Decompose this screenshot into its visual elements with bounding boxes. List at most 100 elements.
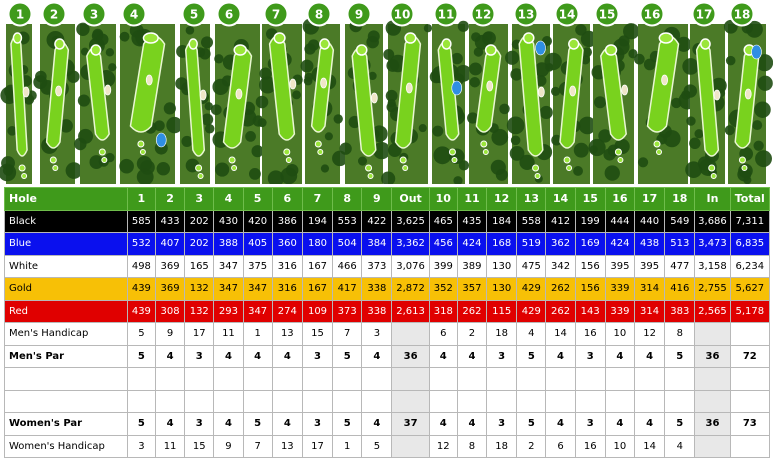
score-cell: 5 xyxy=(516,412,547,436)
hole-badge[interactable] xyxy=(41,1,67,27)
score-cell xyxy=(516,367,547,391)
hole-badge[interactable] xyxy=(470,1,496,27)
hole-map-12[interactable]: 12 xyxy=(467,1,510,185)
score-cell: 386 xyxy=(271,209,303,233)
score-cell xyxy=(456,389,488,413)
score-cell: 3 xyxy=(486,412,518,436)
hole-badge[interactable] xyxy=(513,1,539,27)
score-cell: 3 xyxy=(361,322,393,346)
score-cell: 4 xyxy=(361,412,393,436)
hole-badge[interactable] xyxy=(81,1,107,27)
hole-number-6: 6 xyxy=(225,8,233,22)
header-cell: 5 xyxy=(242,187,273,211)
score-cell: 465 xyxy=(428,209,458,233)
hole-number-3: 3 xyxy=(90,8,98,22)
hole-map-8[interactable]: 8 xyxy=(300,1,348,185)
score-cell: 389 xyxy=(456,254,488,278)
hole-badge[interactable] xyxy=(7,1,33,27)
hole-number-7: 7 xyxy=(272,8,280,22)
score-cell: 314 xyxy=(633,277,666,301)
score-cell: 3,625 xyxy=(391,209,430,233)
header-cell: In xyxy=(694,187,731,211)
score-cell: 6,234 xyxy=(729,254,771,278)
score-cell: 388 xyxy=(213,232,244,256)
score-cell xyxy=(332,367,363,391)
hole-number-2: 2 xyxy=(50,8,58,22)
score-cell: 504 xyxy=(332,232,363,256)
hole-map-18[interactable]: 18 xyxy=(723,1,773,185)
hole-badge[interactable] xyxy=(216,1,242,27)
score-cell xyxy=(664,389,696,413)
score-cell xyxy=(729,322,771,346)
score-cell: 399 xyxy=(428,254,458,278)
hole-badge[interactable] xyxy=(729,1,755,27)
hole-number-13: 13 xyxy=(518,8,535,22)
hole-map-7[interactable]: 7 xyxy=(255,1,303,185)
score-cell: 4 xyxy=(664,434,696,458)
hole-number-1: 1 xyxy=(16,8,24,22)
hole-badge[interactable] xyxy=(691,1,717,27)
score-cell xyxy=(729,367,771,391)
score-cell: 202 xyxy=(184,232,215,256)
scorecard-row-wpar: Women's Par 5 4 3 4 5 4 3 5 4 37 4 4 3 5 4 3 4 4 5 36 73 xyxy=(4,412,771,436)
score-cell: 199 xyxy=(574,209,606,233)
hole-badge[interactable] xyxy=(263,1,289,27)
hole-map-2[interactable]: 2 xyxy=(33,1,83,185)
score-cell xyxy=(729,389,771,413)
score-cell: 4 xyxy=(361,344,393,368)
row-label: Red xyxy=(4,299,128,323)
score-cell: 477 xyxy=(664,254,696,278)
hole-map-16[interactable]: 16 xyxy=(633,1,697,185)
score-cell: 115 xyxy=(486,299,518,323)
hole-map-4[interactable]: 4 xyxy=(119,1,183,185)
score-cell: 369 xyxy=(154,254,186,278)
score-cell: 3 xyxy=(301,344,334,368)
score-cell: 395 xyxy=(604,254,636,278)
row-label: Blue xyxy=(4,232,128,256)
score-cell xyxy=(391,389,430,413)
scorecard-row-gold: Gold 439 369 132 347 347 316 167 417 338 2,872 352 3… xyxy=(4,277,771,301)
hole-map-1[interactable]: 1 xyxy=(0,1,37,185)
hole-map-17[interactable]: 17 xyxy=(682,1,727,185)
score-cell xyxy=(456,367,488,391)
hole-map-5[interactable]: 5 xyxy=(175,1,215,185)
score-cell xyxy=(428,367,458,391)
row-label: Women's Par xyxy=(4,412,128,436)
hole-map-13[interactable]: 13 xyxy=(505,1,554,185)
score-cell: 5 xyxy=(242,412,273,436)
score-cell: 362 xyxy=(545,232,576,256)
score-cell xyxy=(486,367,518,391)
hole-map-6[interactable]: 6 xyxy=(210,1,264,185)
score-cell: 519 xyxy=(516,232,547,256)
hole-badge[interactable] xyxy=(389,1,415,27)
header-cell: 12 xyxy=(486,187,518,211)
hole-badge[interactable] xyxy=(433,1,459,27)
score-cell: 36 xyxy=(391,344,430,368)
score-cell: 338 xyxy=(361,277,393,301)
hole-map-14[interactable]: 14 xyxy=(544,1,598,185)
hole-badge[interactable] xyxy=(346,1,372,27)
score-cell xyxy=(391,322,430,346)
hole-map-15[interactable]: 15 xyxy=(588,1,640,185)
score-cell xyxy=(574,367,606,391)
score-cell xyxy=(154,367,186,391)
hole-map-3[interactable]: 3 xyxy=(74,1,117,185)
hole-badge[interactable] xyxy=(639,1,665,27)
score-cell: 558 xyxy=(516,209,547,233)
hole-map-9[interactable]: 9 xyxy=(339,1,391,185)
score-cell xyxy=(301,367,334,391)
hole-badge[interactable] xyxy=(181,1,207,27)
hole-badge[interactable] xyxy=(554,1,580,27)
hole-badge[interactable] xyxy=(121,1,147,27)
score-cell: 1 xyxy=(242,322,273,346)
hole-badge[interactable] xyxy=(306,1,332,27)
hole-map-10[interactable]: 10 xyxy=(381,1,433,185)
hole-number-11: 11 xyxy=(438,8,455,22)
score-cell: 2 xyxy=(516,434,547,458)
score-cell: 3 xyxy=(486,344,518,368)
hole-badge[interactable] xyxy=(594,1,620,27)
score-cell: 5 xyxy=(126,344,156,368)
hole-map-11[interactable]: 11 xyxy=(429,1,472,185)
score-cell: 3 xyxy=(301,412,334,436)
score-cell: 375 xyxy=(242,254,273,278)
